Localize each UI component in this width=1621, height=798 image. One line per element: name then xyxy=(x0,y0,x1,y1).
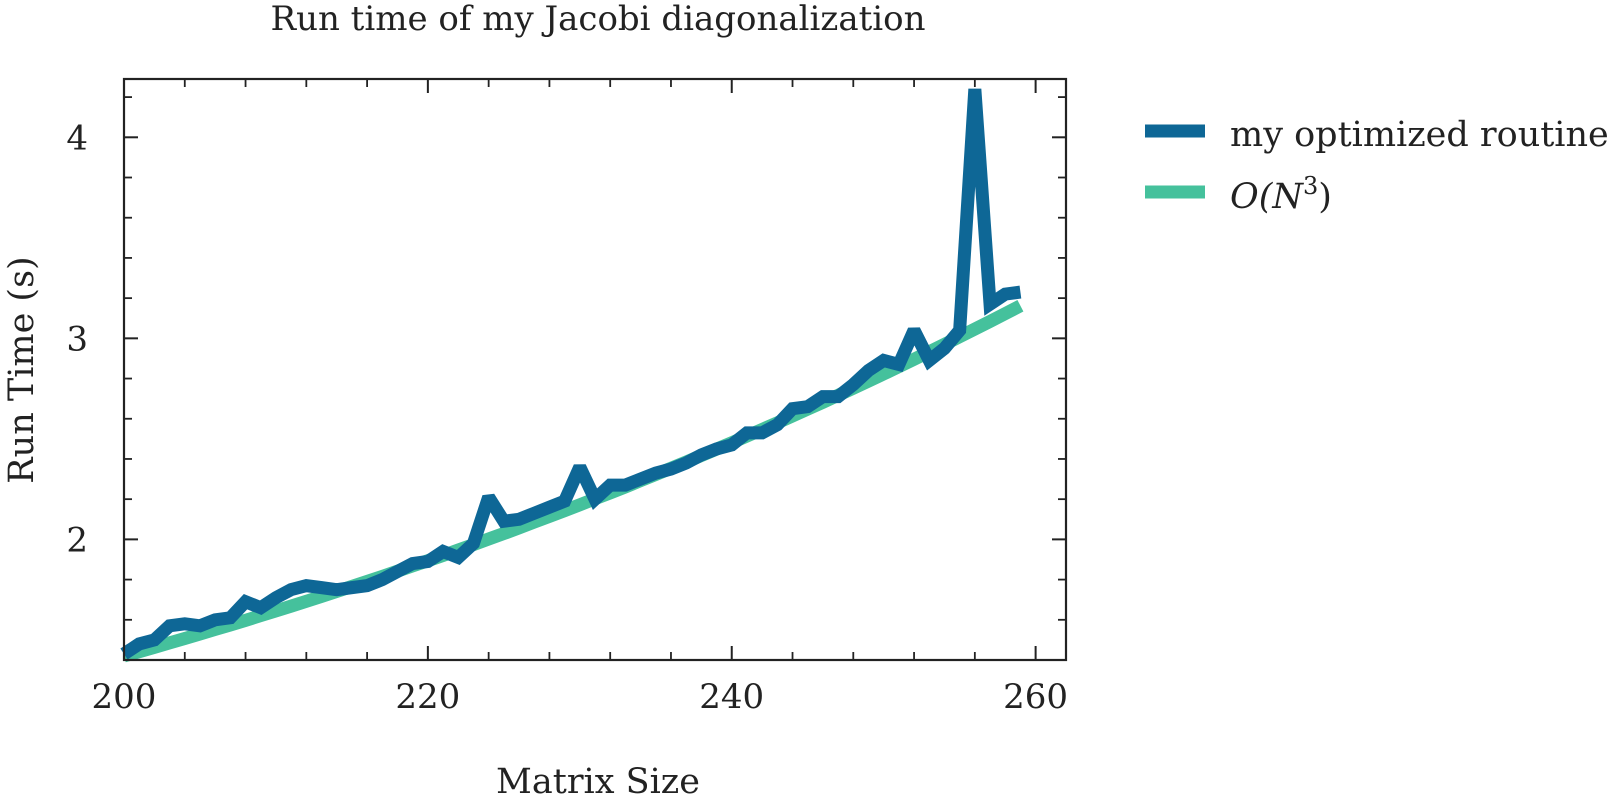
x-tick-label: 260 xyxy=(1003,677,1068,717)
x-tick-label: 200 xyxy=(92,677,157,717)
plot-frame xyxy=(122,77,1068,662)
legend: my optimized routine O(N3) xyxy=(1145,115,1609,217)
series-line-on3 xyxy=(122,299,1024,663)
legend-label-on3-end: ) xyxy=(1318,177,1332,217)
y-axis-label: Run Time (s) xyxy=(2,256,42,483)
plot-lines xyxy=(120,88,1024,663)
legend-label-on3-exponent: 3 xyxy=(1303,172,1318,200)
x-tick-label: 240 xyxy=(699,677,764,717)
y-tick-label: 2 xyxy=(66,520,88,560)
legend-label-optimized: my optimized routine xyxy=(1230,115,1609,155)
x-axis-label: Matrix Size xyxy=(496,762,700,798)
axis-ticks: 200 220 240 260 2 3 4 xyxy=(66,79,1068,717)
y-tick-label: 3 xyxy=(66,319,88,359)
x-tick-label: 220 xyxy=(395,677,460,717)
series-line-optimized xyxy=(120,88,1022,660)
legend-label-on3-main: O(N xyxy=(1230,177,1304,217)
y-tick-label: 4 xyxy=(66,118,88,158)
legend-label-on3: O(N3) xyxy=(1230,172,1332,217)
chart-title: Run time of my Jacobi diagonalization xyxy=(270,0,925,39)
